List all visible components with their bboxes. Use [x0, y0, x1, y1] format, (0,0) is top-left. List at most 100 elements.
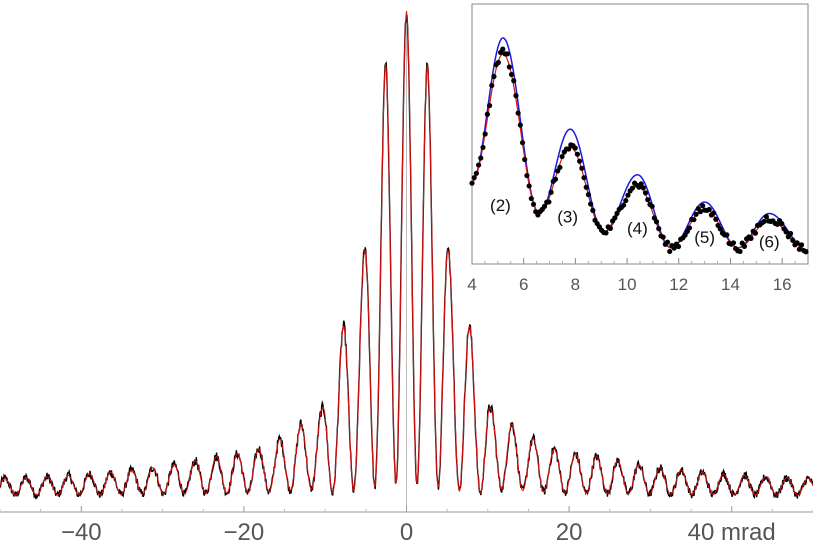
inset-data-point — [506, 64, 512, 70]
inset-data-point — [522, 156, 528, 163]
main-x-tick-label: −40 — [61, 519, 102, 546]
inset-data-point — [697, 209, 704, 215]
inset-data-point — [517, 122, 523, 128]
inset-data-point — [667, 248, 673, 255]
inset-data-point — [577, 158, 583, 164]
inset-data-point — [491, 73, 497, 80]
inset-x-tick-label: 8 — [571, 275, 580, 294]
inset-data-point — [484, 111, 490, 117]
inset-data-point — [686, 225, 693, 231]
inset-data-point — [653, 219, 660, 225]
inset-data-point — [748, 235, 754, 242]
inset-data-point — [614, 210, 620, 216]
inset-data-point — [566, 146, 572, 152]
inset-peak-label: (2) — [490, 196, 511, 215]
inset-peak-labels: (2) (3) (4) (5) (6) — [490, 196, 780, 251]
inset-peak-label: (4) — [627, 219, 648, 238]
inset-data-point — [590, 207, 596, 213]
inset-data-point — [574, 151, 581, 157]
inset-data-point — [693, 211, 699, 217]
inset-x-tick-label: 12 — [669, 275, 688, 294]
inset-data-point — [530, 201, 537, 207]
inset-data-point — [519, 140, 526, 146]
inset-data-point — [541, 203, 548, 209]
inset-data-point — [473, 170, 479, 176]
inset-data-point — [629, 185, 635, 191]
inset-data-point — [656, 226, 662, 232]
inset-x-tick-label: 4 — [467, 275, 476, 294]
main-x-tick-label: 0 — [400, 519, 413, 546]
inset-data-point — [625, 192, 631, 198]
inset-data-point — [557, 164, 563, 170]
inset-data-point — [724, 232, 730, 238]
inset-peak-label: (5) — [694, 228, 715, 247]
main-x-tick-label: 40 mrad — [688, 519, 776, 546]
inset-data-point — [482, 131, 488, 137]
inset-data-point — [691, 217, 697, 223]
inset-data-point — [489, 82, 495, 89]
inset-data-point — [469, 180, 475, 186]
inset-data-point — [660, 234, 666, 240]
inset-data-point — [803, 249, 809, 255]
inset-data-point — [579, 165, 585, 171]
inset-frame — [471, 3, 809, 265]
inset-data-point — [607, 225, 614, 231]
inset-data-point — [717, 226, 723, 232]
inset-data-point — [675, 243, 682, 250]
inset-data-point — [504, 51, 510, 57]
inset-data-point — [794, 240, 800, 246]
inset-data-point — [480, 144, 486, 151]
inset-data-point — [642, 190, 649, 196]
inset-data-point — [671, 245, 677, 251]
inset-data-point — [752, 230, 759, 236]
inset-data-point — [552, 176, 559, 182]
inset-data-point — [737, 248, 743, 255]
inset-data-point — [471, 175, 477, 181]
inset-data-point — [706, 206, 712, 213]
inset-data-point — [783, 229, 789, 235]
inset-data-point — [495, 59, 501, 66]
inset-x-tick-label: 16 — [773, 275, 792, 294]
inset-x-ticks: 4 6 8 10 12 14 16 — [467, 258, 796, 294]
inset-data-point — [524, 172, 530, 179]
inset-data-point — [645, 197, 651, 203]
inset-data-point — [546, 199, 552, 205]
inset-x-tick-label: 10 — [618, 275, 637, 294]
inset-data-point — [511, 78, 517, 84]
inset-data-point — [741, 243, 748, 250]
inset-data-point — [572, 145, 578, 151]
inset-data-point — [796, 246, 802, 252]
inset-data-point — [528, 195, 534, 202]
inset-data-point — [779, 221, 785, 227]
inset-data-point — [640, 185, 646, 191]
inset-data-point — [711, 210, 717, 216]
inset-data-point — [649, 203, 655, 209]
inset-data-point — [515, 110, 521, 116]
inset-data-point — [508, 71, 515, 78]
inset-data-point — [513, 93, 519, 99]
main-x-tick-label: 20 — [556, 519, 583, 546]
inset-data-point — [526, 183, 532, 189]
inset-chart: 4 6 8 10 12 14 16 (2) (3) (4) (5) (6) — [467, 3, 809, 294]
inset-data-point — [478, 155, 484, 161]
inset-peak-label: (6) — [759, 233, 780, 252]
main-chart: −40 −20 0 20 40 mrad — [0, 11, 813, 546]
fit-trace — [0, 11, 813, 496]
inset-data-point — [790, 237, 796, 243]
inset-data-point — [623, 197, 629, 204]
inset-peak-label: (3) — [557, 208, 578, 227]
inset-data-point — [548, 189, 554, 195]
main-x-ticks: −40 −20 0 20 40 mrad — [0, 506, 813, 546]
inset-data-point — [763, 214, 769, 220]
inset-data-point — [559, 153, 565, 160]
inset-data-point — [730, 240, 737, 246]
inset-data-point — [486, 102, 493, 109]
inset-data-point — [798, 242, 805, 248]
inset-data-point — [581, 175, 587, 181]
inset-data-point — [638, 181, 644, 187]
inset-data-point — [603, 230, 609, 236]
inset-data-point — [500, 46, 506, 52]
inset-data-point — [713, 216, 719, 222]
inset-x-tick-label: 14 — [721, 275, 740, 294]
main-x-tick-label: −20 — [224, 519, 265, 546]
